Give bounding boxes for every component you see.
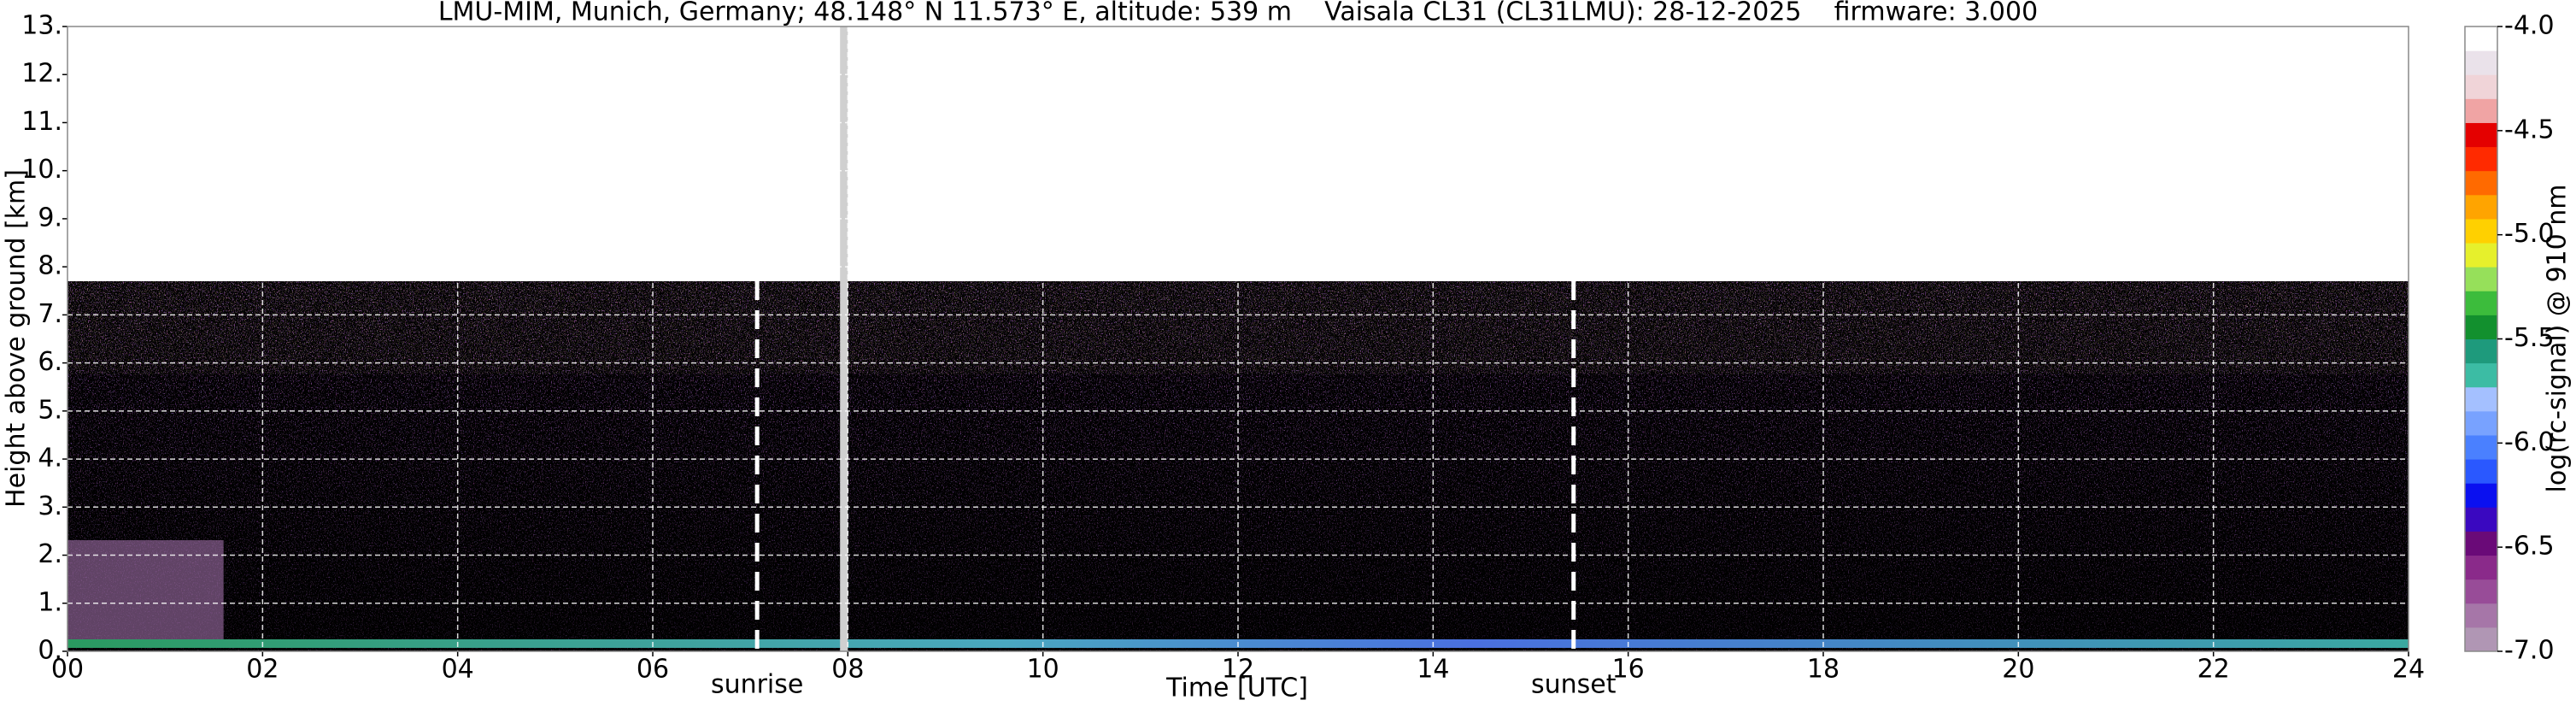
colorbar-band — [2465, 579, 2497, 604]
y-tick-label: 4. — [38, 444, 62, 474]
colorbar-tick-label: -4.0 — [2504, 11, 2555, 41]
colorbar-tick-label: -6.5 — [2504, 532, 2555, 562]
colorbar-band — [2465, 170, 2497, 196]
y-axis-label: Height above ground [km] — [2, 169, 32, 508]
colorbar-band — [2465, 146, 2497, 172]
y-tick-label: 0. — [38, 636, 62, 666]
colorbar-band — [2465, 74, 2497, 99]
colorbar-band — [2465, 315, 2497, 339]
annotation-label: sunrise — [711, 670, 803, 700]
y-tick-label: 1. — [38, 587, 62, 617]
colorbar-tick-label: -6.0 — [2504, 427, 2555, 457]
x-axis-label: Time [UTC] — [1165, 674, 1308, 703]
y-tick-label: 3. — [38, 491, 62, 521]
y-tick-label: 10. — [21, 155, 62, 185]
x-tick-label: 08 — [831, 655, 864, 685]
x-tick-label: 22 — [2198, 655, 2230, 685]
x-tick-label: 00 — [51, 655, 84, 685]
x-tick-label: 16 — [1612, 655, 1645, 685]
y-tick-label: 8. — [38, 251, 62, 281]
colorbar-band — [2465, 362, 2497, 388]
colorbar-band — [2465, 531, 2497, 556]
plot-frame — [67, 26, 2409, 652]
x-tick-label: 06 — [637, 655, 669, 685]
x-tick-label: 12 — [1222, 655, 1254, 685]
colorbar-band — [2465, 410, 2497, 436]
x-tick-label: 24 — [2392, 655, 2425, 685]
colorbar-band — [2465, 386, 2497, 412]
x-tick-label: 04 — [442, 655, 474, 685]
x-tick-label: 14 — [1417, 655, 1449, 685]
colorbar-band — [2465, 627, 2497, 652]
colorbar-tick-label: -5.5 — [2504, 323, 2555, 353]
colorbar-band — [2465, 603, 2497, 628]
colorbar-band — [2465, 98, 2497, 123]
colorbar-band — [2465, 555, 2497, 580]
chart-title: LMU-MIM, Munich, Germany; 48.148° N 11.5… — [438, 0, 2038, 27]
colorbar-band — [2465, 267, 2497, 291]
x-tick-label: 20 — [2002, 655, 2034, 685]
colorbar-tick-label: -5.0 — [2504, 219, 2555, 249]
y-tick-label: 12. — [21, 59, 62, 89]
annotation-label: sunset — [1531, 670, 1617, 700]
y-tick-label: 2. — [38, 539, 62, 569]
x-tick-label: 18 — [1807, 655, 1840, 685]
colorbar-tick-label: -4.5 — [2504, 115, 2555, 144]
heatmap-noise — [67, 540, 224, 648]
colorbar-band — [2465, 122, 2497, 148]
colorbar-band — [2465, 218, 2497, 244]
colorbar-band — [2465, 507, 2497, 532]
y-tick-label: 9. — [38, 203, 62, 232]
y-tick-label: 5. — [38, 395, 62, 425]
colorbar-band — [2465, 291, 2497, 315]
colorbar-band — [2465, 26, 2497, 51]
colorbar-label: log(rc-signal) @ 910 nm — [2543, 185, 2573, 493]
colorbar-band — [2465, 194, 2497, 220]
colorbar-band — [2465, 434, 2497, 460]
y-tick-label: 7. — [38, 299, 62, 329]
colorbar-band — [2465, 338, 2497, 364]
y-tick-label: 11. — [21, 107, 62, 137]
y-tick-label: 6. — [38, 347, 62, 377]
colorbar-band — [2465, 459, 2497, 484]
x-tick-label: 10 — [1027, 655, 1059, 685]
colorbar-band — [2465, 483, 2497, 508]
colorbar-tick-label: -7.0 — [2504, 636, 2555, 666]
x-tick-label: 02 — [246, 655, 279, 685]
data-gap — [840, 26, 848, 651]
colorbar-band — [2465, 50, 2497, 75]
y-tick-label: 13. — [21, 11, 62, 41]
colorbar-band — [2465, 243, 2497, 268]
